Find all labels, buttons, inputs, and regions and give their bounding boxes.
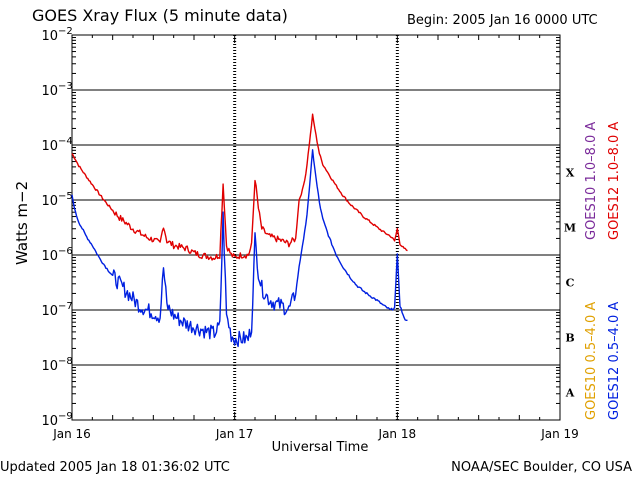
- flare-class-A: A: [565, 387, 575, 400]
- series-line-goes12-long: [71, 113, 408, 261]
- y-axis-label: Watts m−2: [13, 180, 31, 265]
- begin-value: 2005 Jan 16 0000 UTC: [452, 13, 598, 28]
- updated-timestamp: Updated 2005 Jan 18 01:36:02 UTC: [0, 460, 230, 475]
- flare-class-B: B: [565, 332, 574, 345]
- plot-frame: [71, 34, 561, 421]
- x-tick-label: Jan 16: [52, 427, 91, 441]
- y-tick-label: 10: [41, 194, 58, 209]
- x-tick-label: Jan 18: [378, 427, 417, 441]
- y-tick-exponent: −3: [58, 81, 73, 92]
- y-tick-label: 10: [41, 29, 58, 44]
- series-line-goes12-short: [71, 149, 408, 348]
- flare-class-M: M: [564, 222, 576, 235]
- y-tick-exponent: −8: [58, 356, 73, 367]
- y-tick-label: 10: [41, 249, 58, 264]
- y-tick-label: 10: [41, 304, 58, 319]
- y-tick-label: 10: [41, 414, 58, 429]
- y-tick-exponent: −7: [58, 301, 73, 312]
- begin-label: Begin:: [407, 13, 449, 28]
- begin-time: Begin: 2005 Jan 16 0000 UTC: [407, 13, 598, 28]
- y-tick-exponent: −4: [58, 136, 73, 147]
- legend-goes12-short: GOES12 0.5–4.0 A: [607, 301, 622, 420]
- x-axis-label: Universal Time: [271, 440, 369, 455]
- y-tick-exponent: −6: [58, 246, 73, 257]
- x-tick-label: Jan 17: [215, 427, 254, 441]
- chart-title: GOES Xray Flux (5 minute data): [32, 6, 288, 25]
- y-tick-exponent: −9: [58, 411, 73, 422]
- legend-goes10-long: GOES10 1.0–8.0 A: [584, 121, 599, 240]
- legend-goes10-short: GOES10 0.5–4.0 A: [584, 301, 599, 420]
- credit-text: NOAA/SEC Boulder, CO USA: [451, 460, 632, 475]
- y-tick-label: 10: [41, 84, 58, 99]
- x-tick-label: Jan 19: [540, 427, 579, 441]
- y-tick-exponent: −5: [58, 191, 73, 202]
- flare-class-X: X: [566, 167, 575, 180]
- flare-class-C: C: [566, 277, 575, 290]
- y-tick-exponent: −2: [58, 26, 73, 37]
- y-tick-label: 10: [41, 139, 58, 154]
- legend-goes12-long: GOES12 1.0–8.0 A: [607, 121, 622, 240]
- y-tick-label: 10: [41, 359, 58, 374]
